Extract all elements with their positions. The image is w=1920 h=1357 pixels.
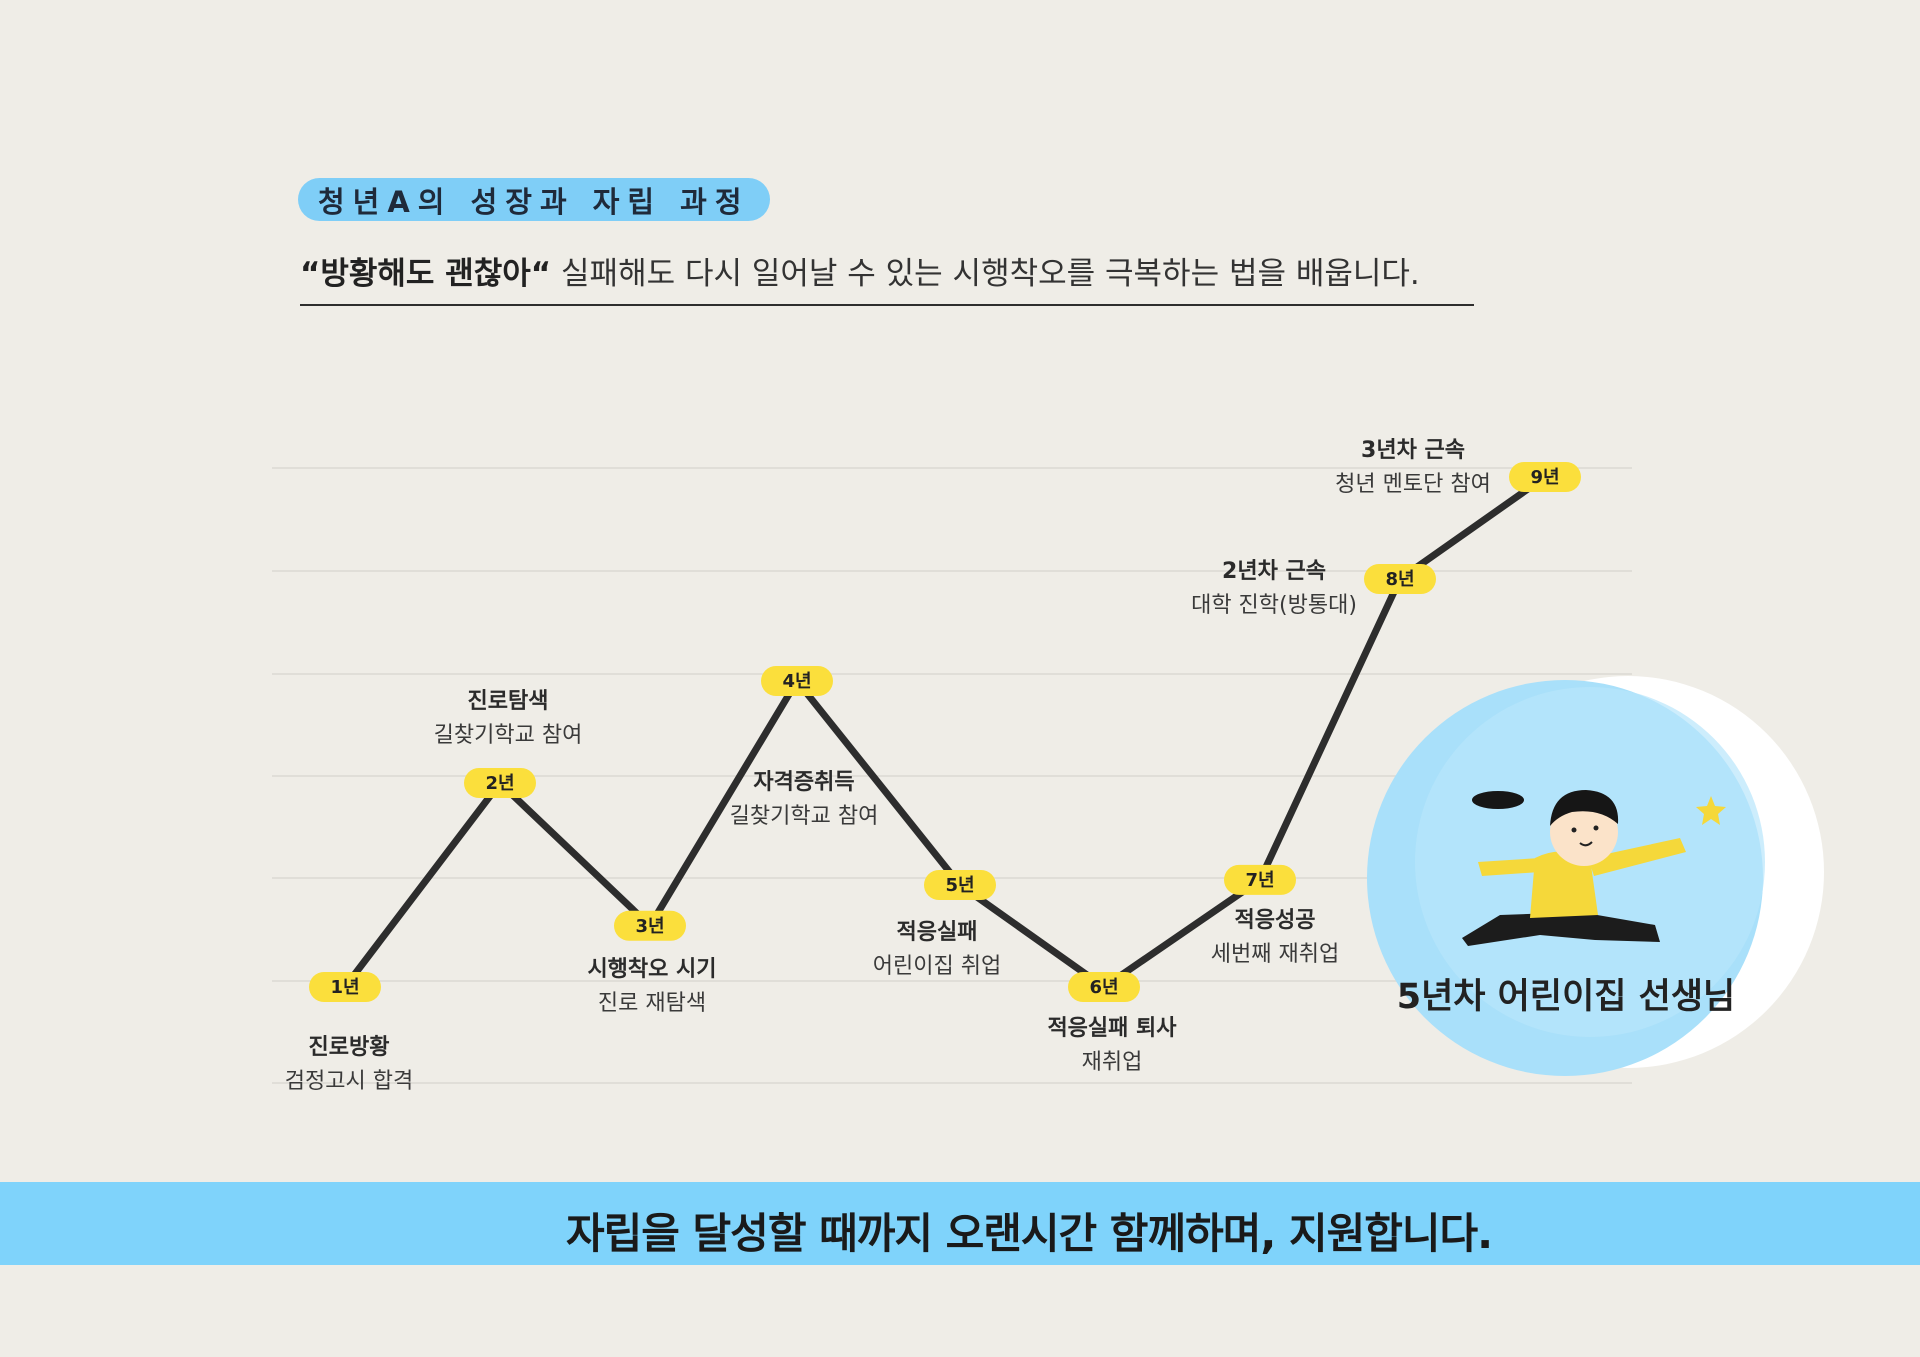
year-badge-label: 3년 <box>635 916 664 937</box>
chart-title: 청년A의 성장과 자립 과정 <box>318 184 750 219</box>
milestone-desc: 길찾기학교 참여 <box>730 804 879 829</box>
milestone-desc: 어린이집 취업 <box>873 954 1001 979</box>
chart-title-pill: 청년A의 성장과 자립 과정 <box>298 178 770 221</box>
star-icon <box>1696 796 1726 825</box>
year-badge: 7년 <box>1224 864 1296 895</box>
year-badge-label: 9년 <box>1530 467 1559 488</box>
illustration-caption: 5년차 어린이집 선생님 <box>1397 977 1736 1017</box>
subtitle-quote: “방황해도 괜찮아“ <box>300 256 552 292</box>
milestone-title: 적응실패 <box>897 920 978 945</box>
milestone-title: 3년차 근속 <box>1361 438 1465 463</box>
milestone-desc: 진로 재탐색 <box>598 991 706 1016</box>
milestone-desc: 세번째 재취업 <box>1211 942 1339 967</box>
child-figure-icon <box>1462 790 1726 946</box>
year-badge: 4년 <box>761 666 833 696</box>
year-badge-label: 4년 <box>782 671 811 692</box>
year-badge-label: 1년 <box>330 977 359 998</box>
year-badge: 9년 <box>1509 462 1581 492</box>
subtitle-text: 실패해도 다시 일어날 수 있는 시행착오를 극복하는 법을 배웁니다. <box>551 256 1420 292</box>
milestone-title: 적응실패 퇴사 <box>1047 1016 1177 1041</box>
year-badge: 2년 <box>464 768 536 798</box>
milestone-title: 진로탐색 <box>468 689 549 714</box>
illustration: 5년차 어린이집 선생님 <box>1367 676 1824 1076</box>
year-badge-label: 2년 <box>485 773 514 794</box>
milestone-title: 자격증취득 <box>753 770 854 795</box>
milestone-desc: 청년 멘토단 참여 <box>1335 472 1491 497</box>
milestone-desc: 길찾기학교 참여 <box>434 723 583 748</box>
year-badge: 3년 <box>614 910 686 941</box>
subtitle-divider <box>300 304 1474 306</box>
year-badge: 5년 <box>924 870 996 900</box>
year-badge-label: 6년 <box>1089 977 1118 998</box>
milestone-title: 2년차 근속 <box>1222 559 1326 584</box>
milestone-desc: 재취업 <box>1082 1050 1143 1075</box>
year-badge-label: 5년 <box>945 875 974 896</box>
year-badge: 1년 <box>309 972 381 1002</box>
milestone-title: 시행착오 시기 <box>587 957 716 982</box>
milestone-desc: 대학 진학(방통대) <box>1191 593 1357 618</box>
footer-banner <box>0 1182 1920 1265</box>
year-badge-label: 8년 <box>1385 569 1414 590</box>
year-badge: 8년 <box>1364 564 1436 594</box>
footer-banner-text: 자립을 달성할 때까지 오랜시간 함께하며, 지원합니다. <box>566 1209 1493 1258</box>
milestone-title: 적응성공 <box>1235 908 1316 933</box>
year-badge-label: 7년 <box>1245 870 1274 891</box>
subtitle: “방황해도 괜찮아“ 실패해도 다시 일어날 수 있는 시행착오를 극복하는 법… <box>300 248 1420 293</box>
year-badge: 6년 <box>1068 972 1140 1002</box>
milestone-desc: 검정고시 합격 <box>285 1069 413 1094</box>
milestone-title: 진로방황 <box>309 1035 390 1060</box>
year-badges: 1년 2년 3년 4년 5년 6년 7년 8년 9년 <box>309 462 1581 1002</box>
